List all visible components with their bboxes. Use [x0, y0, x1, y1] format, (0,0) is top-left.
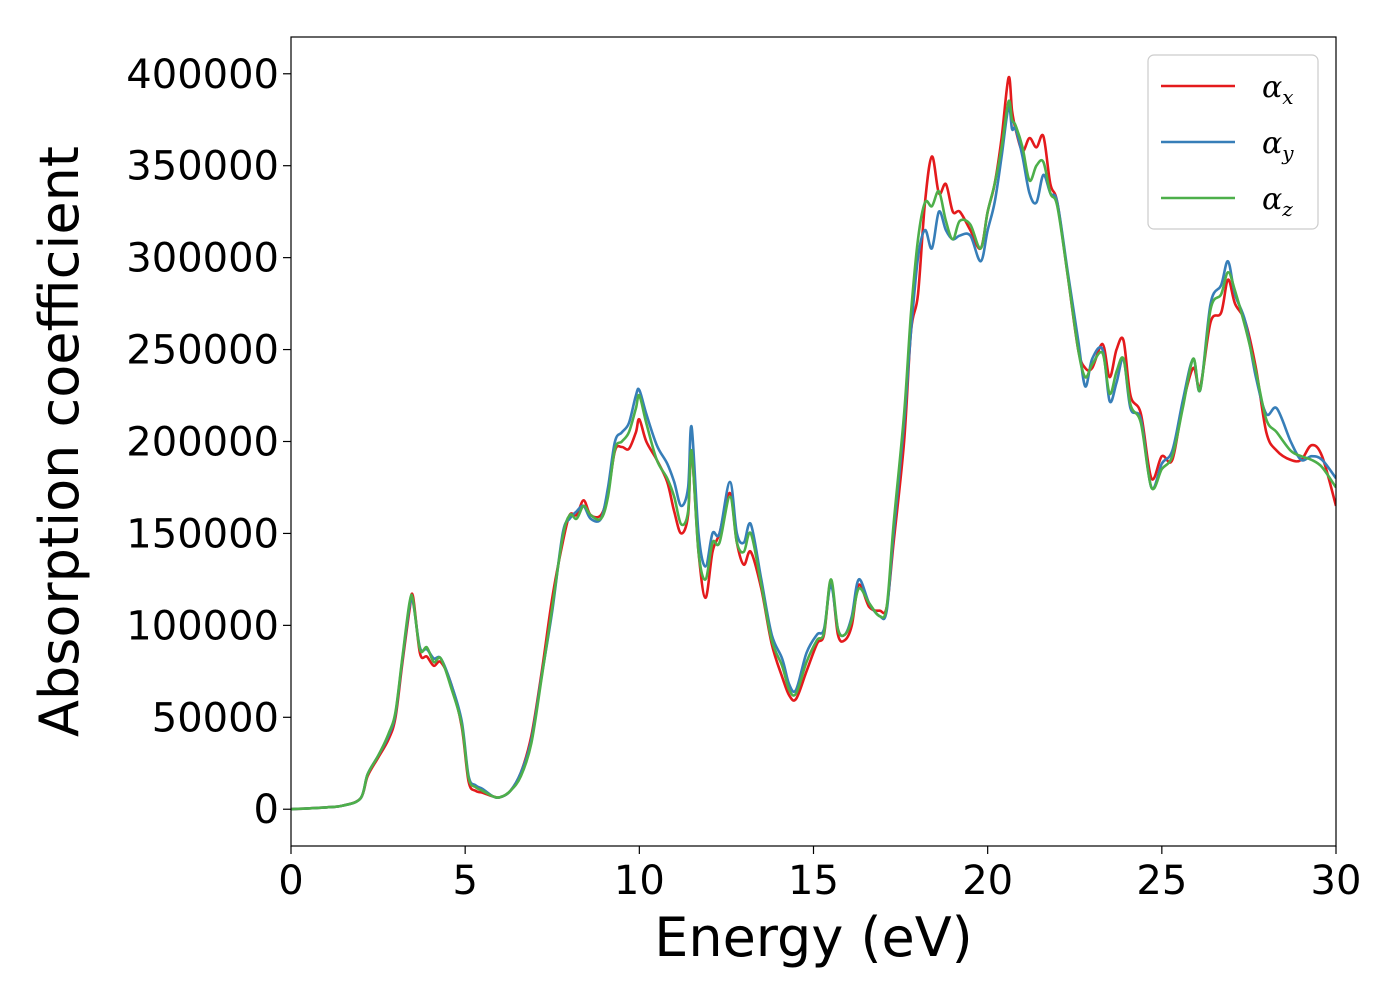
- legend-label-x: αx: [1262, 70, 1294, 109]
- y-axis-label: Absorption coefficient: [28, 146, 91, 737]
- x-tick-label: 30: [1311, 858, 1362, 904]
- y-tick-label: 50000: [152, 695, 279, 741]
- y-tick-label: 400000: [126, 52, 279, 98]
- legend-label-z: αz: [1262, 182, 1293, 221]
- axis-ticks: 0 5 10 15 20 25 30 0 50000 100000 150000 200000 2500…: [126, 52, 1361, 904]
- y-tick-label: 300000: [126, 236, 279, 282]
- y-tick-label: 200000: [126, 420, 279, 466]
- x-tick-label: 0: [278, 858, 303, 904]
- y-tick-label: 100000: [126, 603, 279, 649]
- y-tick-label: 350000: [126, 144, 279, 190]
- plot-frame: [290, 36, 1337, 847]
- legend-label-y: αy: [1262, 126, 1294, 165]
- x-tick-label: 25: [1136, 858, 1187, 904]
- x-tick-label: 5: [452, 858, 477, 904]
- legend: αx αy αz: [1147, 54, 1319, 230]
- x-tick-label: 10: [614, 858, 665, 904]
- y-tick-label: 150000: [126, 511, 279, 557]
- y-tick-label: 0: [254, 787, 279, 833]
- x-tick-label: 15: [788, 858, 839, 904]
- x-tick-label: 20: [962, 858, 1013, 904]
- series-line-z: [291, 99, 1336, 811]
- y-tick-label: 250000: [126, 328, 279, 374]
- series-lines: [291, 75, 1336, 811]
- x-axis-label: Energy (eV): [654, 906, 973, 969]
